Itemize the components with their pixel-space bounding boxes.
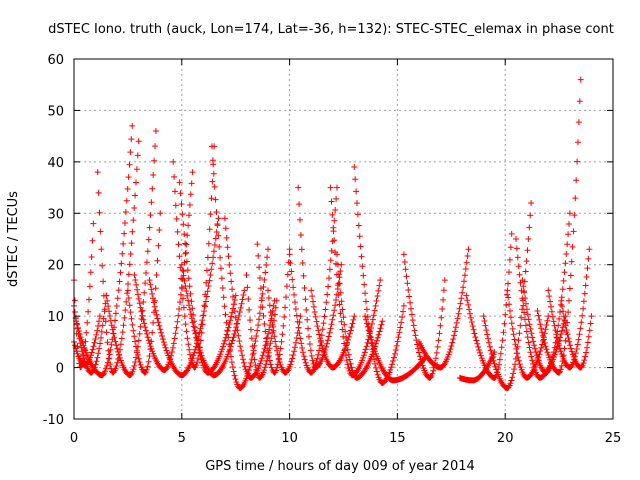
arc-series [286, 184, 340, 376]
plus-markers [124, 210, 164, 376]
plus-markers [131, 169, 196, 374]
plus-markers [400, 251, 448, 381]
arc-series [124, 210, 164, 376]
plus-markers [265, 287, 304, 376]
y-tick-label: 10 [47, 310, 64, 325]
plus-markers [416, 246, 472, 371]
x-tick-label: 15 [389, 431, 406, 446]
y-tick-label: 40 [47, 156, 64, 171]
x-tick-label: 25 [605, 431, 622, 446]
arc-series [400, 251, 448, 381]
plot-frame [73, 58, 614, 420]
arc-series [519, 210, 573, 376]
plus-markers [286, 184, 340, 376]
plus-markers [178, 261, 248, 379]
x-tick-label: 10 [281, 431, 298, 446]
axis-ticks: 0 5 10 15 20 25 -10 0 10 20 30 40 50 60 [43, 53, 622, 446]
plus-markers [103, 128, 159, 379]
plus-markers [94, 138, 142, 376]
arc-series [131, 169, 196, 374]
arc-series [545, 246, 593, 371]
arc-series [178, 261, 248, 379]
plus-markers [221, 215, 278, 381]
plus-markers [558, 297, 595, 371]
y-axis-label: dSTEC / TECUs [6, 191, 21, 287]
plus-markers [480, 200, 535, 392]
plus-markers [519, 210, 573, 376]
plus-markers [362, 313, 429, 384]
arc-series [209, 143, 271, 392]
plus-markers [209, 143, 271, 392]
plus-markers [170, 143, 218, 371]
arc-series [94, 138, 142, 376]
data-points [71, 76, 595, 392]
x-tick-label: 5 [178, 431, 186, 446]
y-tick-label: 0 [56, 362, 64, 377]
chart-title: dSTEC Iono. truth (auck, Lon=174, Lat=-3… [48, 22, 614, 37]
arc-series [480, 200, 535, 392]
x-axis-label: GPS time / hours of day 009 of year 2014 [205, 459, 475, 474]
x-tick-label: 20 [497, 431, 514, 446]
arc-series [416, 246, 472, 371]
x-tick-label: 0 [70, 431, 78, 446]
arc-series [265, 287, 304, 376]
arc-series [103, 128, 159, 379]
arc-series [558, 297, 595, 371]
y-tick-label: 20 [47, 259, 64, 274]
arc-series [362, 313, 429, 384]
y-tick-label: 30 [47, 207, 64, 222]
arc-series [170, 143, 218, 371]
y-tick-label: 60 [47, 53, 64, 68]
y-tick-label: 50 [47, 104, 64, 119]
arc-series [221, 215, 278, 381]
y-tick-label: -10 [43, 413, 64, 428]
plus-markers [545, 246, 593, 371]
